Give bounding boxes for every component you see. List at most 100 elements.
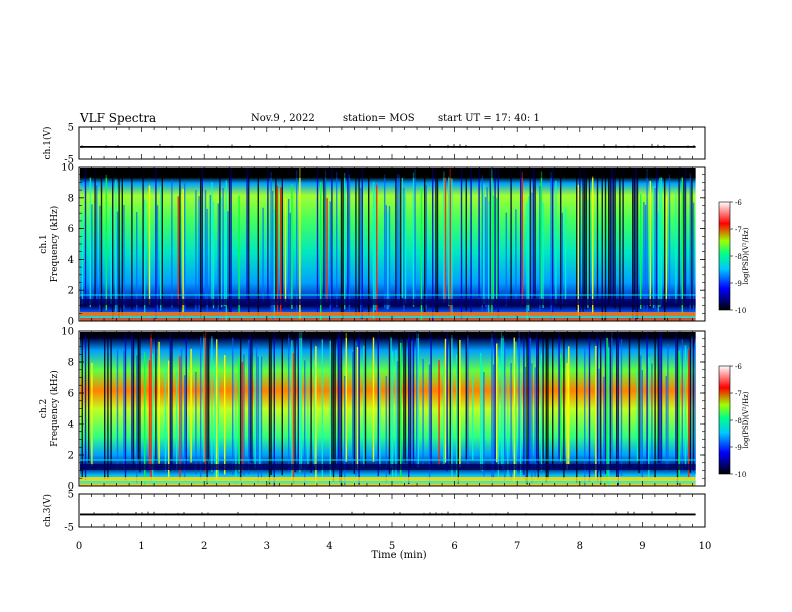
spectral-streak <box>257 168 259 316</box>
spectral-streak <box>211 182 213 302</box>
spectral-streak <box>529 168 531 311</box>
spectral-streak <box>564 206 567 300</box>
spectral-streak <box>443 171 445 303</box>
spectral-streak <box>228 168 231 312</box>
spectral-streak <box>408 332 410 485</box>
spectral-streak <box>648 357 650 479</box>
x-tick-label: 9 <box>639 541 645 552</box>
spectral-streak <box>379 377 381 467</box>
spectral-streak <box>326 198 328 303</box>
spectral-streak <box>596 168 599 299</box>
spectral-streak <box>438 360 440 466</box>
spectral-streak <box>299 168 301 319</box>
spectral-streak <box>611 168 613 300</box>
spectral-streak <box>374 190 376 311</box>
spectral-streak <box>123 205 125 310</box>
spectral-streak <box>276 185 279 319</box>
spectral-streak <box>84 332 87 481</box>
spectral-streak <box>528 195 530 311</box>
spectral-streak <box>267 168 269 302</box>
spectral-streak <box>412 172 415 307</box>
spectral-streak <box>592 176 594 314</box>
spectral-streak <box>608 168 610 305</box>
spectral-streak <box>489 168 491 302</box>
spectral-streak <box>465 332 467 461</box>
spectral-streak <box>180 349 183 463</box>
spectral-streak <box>403 187 405 316</box>
spectral-streak <box>425 185 427 310</box>
spectral-streak <box>678 351 680 482</box>
spectral-streak <box>281 168 283 308</box>
spectral-streak <box>491 168 493 314</box>
spectral-streak <box>110 332 112 470</box>
spectral-streak <box>587 199 589 308</box>
spectral-streak <box>684 168 687 306</box>
spectral-streak <box>534 367 536 477</box>
spectral-streak <box>356 347 359 470</box>
colorbar-label: log(PSD)(V²/Hz) <box>742 391 750 448</box>
spectral-streak <box>270 332 272 476</box>
spectral-streak <box>628 332 631 467</box>
spectral-streak <box>105 174 107 311</box>
spectral-streak <box>585 168 587 310</box>
spectral-streak <box>526 332 528 485</box>
spectral-streak <box>176 370 178 470</box>
spectral-streak <box>315 346 317 486</box>
y-tick-label: 4 <box>68 255 74 266</box>
spectral-streak <box>232 337 234 475</box>
spectral-streak <box>481 175 483 317</box>
spectral-streak <box>104 332 106 479</box>
y-tick-label: 0 <box>68 317 74 328</box>
spectral-streak <box>537 332 539 480</box>
spectral-streak <box>588 332 591 482</box>
spectral-streak <box>270 171 272 316</box>
spectral-streak <box>184 183 186 319</box>
colorbar-tick-label: -10 <box>735 471 746 479</box>
spectral-streak <box>206 208 208 313</box>
y-tick-label: 10 <box>61 163 74 174</box>
spectral-streak <box>604 332 607 474</box>
spectral-streak <box>665 196 667 302</box>
spectral-streak <box>246 168 248 304</box>
spectral-streak <box>545 332 547 483</box>
spectral-streak <box>118 168 120 318</box>
spectral-streak <box>665 376 667 474</box>
spectral-streak <box>316 168 319 313</box>
band-line <box>80 459 696 461</box>
spectral-streak <box>340 168 343 315</box>
spectral-streak <box>598 368 600 465</box>
spectral-streak <box>168 360 170 477</box>
y-tick-label: 2 <box>68 451 74 462</box>
spectral-streak <box>520 168 522 306</box>
spectral-streak <box>600 332 602 485</box>
spectral-streak <box>241 361 243 471</box>
spectral-streak <box>484 197 487 307</box>
spectral-streak <box>387 212 389 310</box>
spectral-streak <box>201 168 203 304</box>
colorbar-ch2 <box>718 365 731 475</box>
x-tick-label: 8 <box>577 541 583 552</box>
spectral-streak <box>608 347 610 486</box>
spectral-streak <box>307 362 309 465</box>
spectral-streak <box>216 339 218 481</box>
colorbar-tick-label: -6 <box>735 199 742 207</box>
spectral-streak <box>443 366 445 465</box>
spectral-streak <box>412 332 415 468</box>
spectral-streak <box>636 168 639 319</box>
spectral-streak <box>529 337 531 463</box>
spectral-streak <box>240 332 242 481</box>
spectral-streak <box>259 356 261 465</box>
spectral-streak <box>115 179 117 312</box>
spectral-streak <box>542 202 544 308</box>
x-tick-label: 7 <box>514 541 520 552</box>
spectral-streak <box>331 332 333 466</box>
spectral-streak <box>254 369 256 469</box>
spectral-streak <box>523 332 525 475</box>
spectral-streak <box>500 332 503 467</box>
spectral-streak <box>91 362 93 466</box>
spectral-streak <box>195 371 197 475</box>
y-tick-label: 8 <box>68 358 74 369</box>
spectral-streak <box>177 196 179 305</box>
spectral-streak <box>144 199 146 315</box>
spectral-streak <box>179 356 181 480</box>
